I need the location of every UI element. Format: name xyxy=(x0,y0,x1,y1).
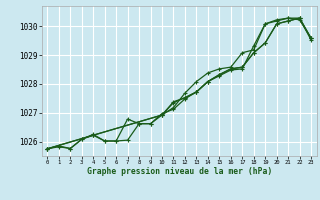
X-axis label: Graphe pression niveau de la mer (hPa): Graphe pression niveau de la mer (hPa) xyxy=(87,167,272,176)
